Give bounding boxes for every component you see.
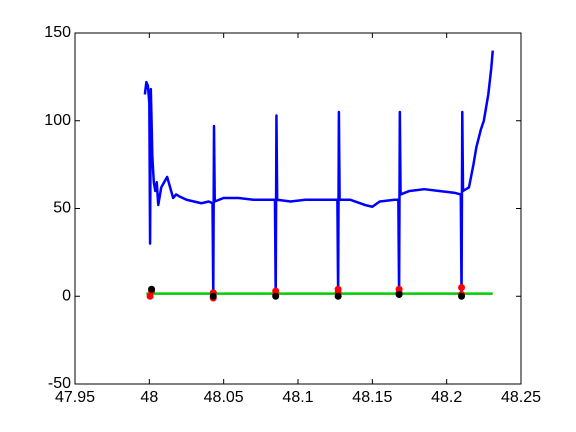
y-tick-label: -50 <box>48 375 71 392</box>
data-point <box>334 292 342 300</box>
data-line <box>143 50 494 298</box>
y-tick-label: 150 <box>44 24 71 41</box>
x-tick-label: 48.1 <box>282 389 313 406</box>
data-point <box>458 283 466 291</box>
x-tick-label: 48.2 <box>431 389 462 406</box>
plot-area <box>75 33 521 384</box>
data-point <box>148 285 156 293</box>
y-tick-label: 50 <box>53 200 71 217</box>
data-point <box>272 292 280 300</box>
data-point <box>458 292 466 300</box>
x-tick-label: 48 <box>140 389 158 406</box>
data-point <box>209 292 217 300</box>
y-tick-label: 100 <box>44 112 71 129</box>
data-point <box>395 285 403 293</box>
x-tick-label: 48.15 <box>352 389 392 406</box>
data-point <box>334 285 342 293</box>
x-tick-label: 47.95 <box>55 389 95 406</box>
x-tick-label: 48.05 <box>204 389 244 406</box>
y-tick-label: 0 <box>62 287 71 304</box>
data-point <box>395 290 403 298</box>
x-tick-label: 48.25 <box>501 389 541 406</box>
data-point <box>146 292 154 300</box>
data-point <box>272 287 280 295</box>
